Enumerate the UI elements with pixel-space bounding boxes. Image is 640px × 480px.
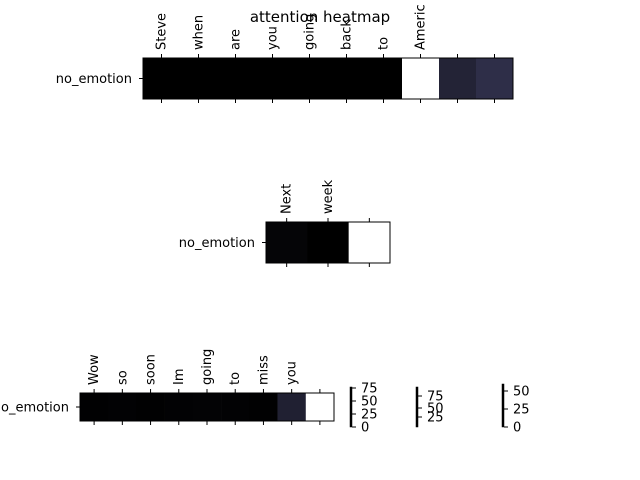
- token-label: you: [285, 361, 300, 385]
- token-label: back: [340, 19, 355, 50]
- colorbar-tick-label: 50: [513, 385, 530, 400]
- heatmap-cell: [476, 58, 514, 99]
- heatmap-cell: [192, 393, 222, 421]
- heatmap-cell: [143, 58, 181, 99]
- token-label: going: [303, 14, 318, 50]
- chart-title: attention heatmap: [250, 8, 390, 26]
- heatmap-cell: [328, 58, 366, 99]
- colorbar-tick-label: 50: [427, 402, 444, 417]
- colorbar-tick-label: 25: [427, 411, 444, 426]
- colorbar-tick-label: 75: [361, 382, 378, 397]
- colorbar-3: 50 25 0: [501, 383, 530, 436]
- heatmap-cell: [439, 58, 477, 99]
- token-label: are: [229, 29, 244, 50]
- heatmap-panel-3: Wow so soon Im going to miss you no_emotion: [0, 349, 335, 425]
- heatmap-cell: [217, 58, 255, 99]
- row-label: no_emotion: [179, 236, 255, 251]
- heatmap-cell: [108, 393, 137, 421]
- colorbar-tick-label: 50: [361, 395, 378, 410]
- token-label: soon: [144, 354, 159, 385]
- heatmap-cell: [249, 393, 278, 421]
- token-label: Wow: [87, 354, 102, 385]
- row-label: no_emotion: [56, 72, 132, 87]
- colorbar-tick-label: 25: [513, 403, 530, 418]
- heatmap-cell: [305, 393, 335, 421]
- token-label: Next: [280, 184, 295, 214]
- heatmap-panels: Steve when are you going back to Americ no_emoti…: [0, 4, 514, 425]
- heatmap-cell: [277, 393, 307, 421]
- token-label: so: [115, 370, 130, 385]
- heatmap-cell: [402, 58, 440, 99]
- token-label: Americ: [414, 4, 429, 50]
- token-label: Steve: [155, 13, 170, 50]
- token-label: when: [192, 15, 207, 50]
- heatmap-panel-1: Steve when are you going back to Americ no_emoti…: [56, 4, 514, 103]
- heatmap-cell: [221, 393, 250, 421]
- heatmap-panel-2: Next week no_emotion: [179, 179, 391, 267]
- colorbar-tick-label: 25: [361, 408, 378, 423]
- colorbar-strip: [415, 386, 419, 428]
- colorbar-strip: [349, 386, 353, 428]
- heatmap-cell: [365, 58, 403, 99]
- row-label: no_emotion: [0, 401, 69, 416]
- heatmap-cell: [254, 58, 292, 99]
- heatmap-cell: [80, 393, 109, 421]
- heatmap-cell: [266, 222, 308, 263]
- token-label: you: [266, 26, 281, 50]
- heatmap-cell: [180, 58, 218, 99]
- token-label: to: [377, 37, 392, 50]
- token-label: going: [200, 349, 215, 385]
- token-label: week: [321, 179, 336, 214]
- token-label: to: [228, 372, 243, 385]
- colorbar-tick-label: 0: [361, 421, 369, 436]
- heatmap-cell: [307, 222, 349, 263]
- token-label: Im: [172, 369, 187, 386]
- token-label: miss: [256, 355, 271, 385]
- heatmap-cell: [136, 393, 165, 421]
- colorbar-tick-label: 75: [427, 390, 444, 405]
- colorbar-strip: [501, 383, 505, 428]
- heatmap-cell: [348, 222, 391, 263]
- colorbar-tick-label: 0: [513, 421, 521, 436]
- heatmap-cell: [291, 58, 329, 99]
- heatmap-cell: [164, 393, 194, 421]
